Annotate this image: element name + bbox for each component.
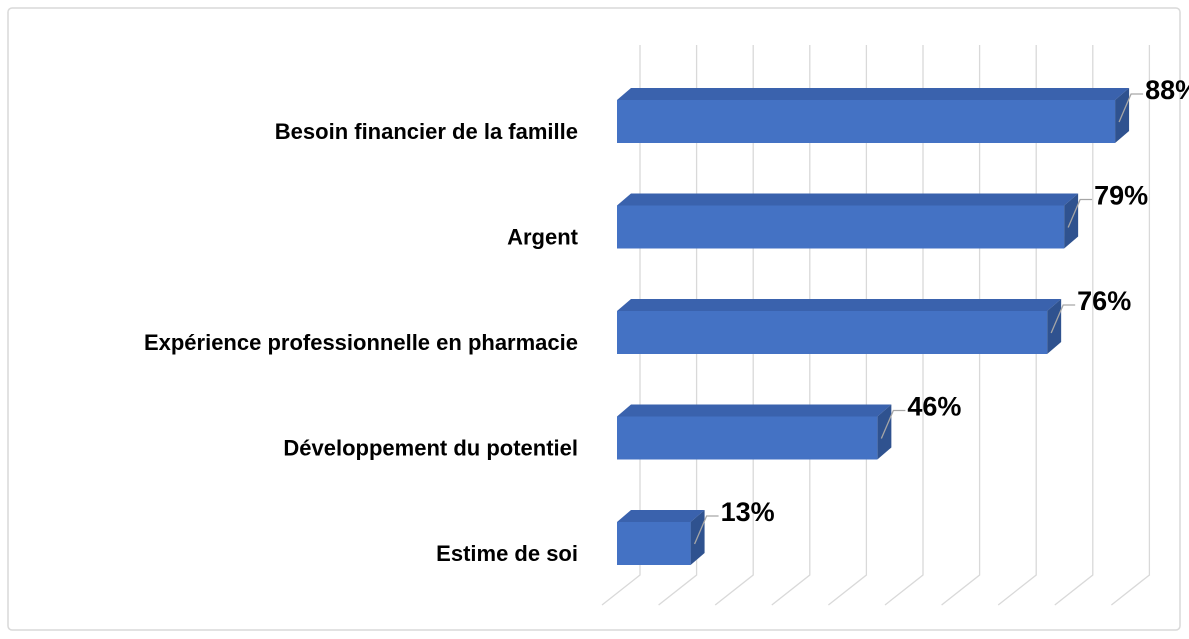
leader-line xyxy=(1050,304,1076,334)
bar xyxy=(617,522,691,565)
data-label: 79% xyxy=(1094,181,1148,211)
bar-top xyxy=(617,510,705,522)
bar xyxy=(617,100,1116,143)
bar xyxy=(617,205,1065,249)
y-tick-label: Estime de soi xyxy=(436,541,578,566)
data-label: 88% xyxy=(1145,75,1189,105)
data-label: 76% xyxy=(1077,286,1131,316)
bar-top xyxy=(617,193,1079,206)
bar-top xyxy=(617,299,1062,311)
y-tick-label: Besoin financier de la famille xyxy=(275,119,578,144)
y-tick-label: Argent xyxy=(507,224,579,249)
chart-border xyxy=(7,7,1181,631)
y-tick-label: Expérience professionnelle en pharmacie xyxy=(144,330,578,355)
grid-line xyxy=(1054,45,1094,606)
leader-line xyxy=(693,515,719,545)
bar xyxy=(617,416,878,460)
leader-line xyxy=(1067,198,1093,228)
bar-top xyxy=(617,404,892,417)
data-label: 46% xyxy=(907,392,961,422)
leader-line xyxy=(880,409,906,439)
grid-line xyxy=(1110,45,1151,606)
data-label: 13% xyxy=(721,497,775,527)
bar-top xyxy=(617,88,1130,100)
leader-line xyxy=(1118,93,1144,123)
y-tick-label: Développement du potentiel xyxy=(283,435,578,460)
bar xyxy=(617,311,1048,354)
